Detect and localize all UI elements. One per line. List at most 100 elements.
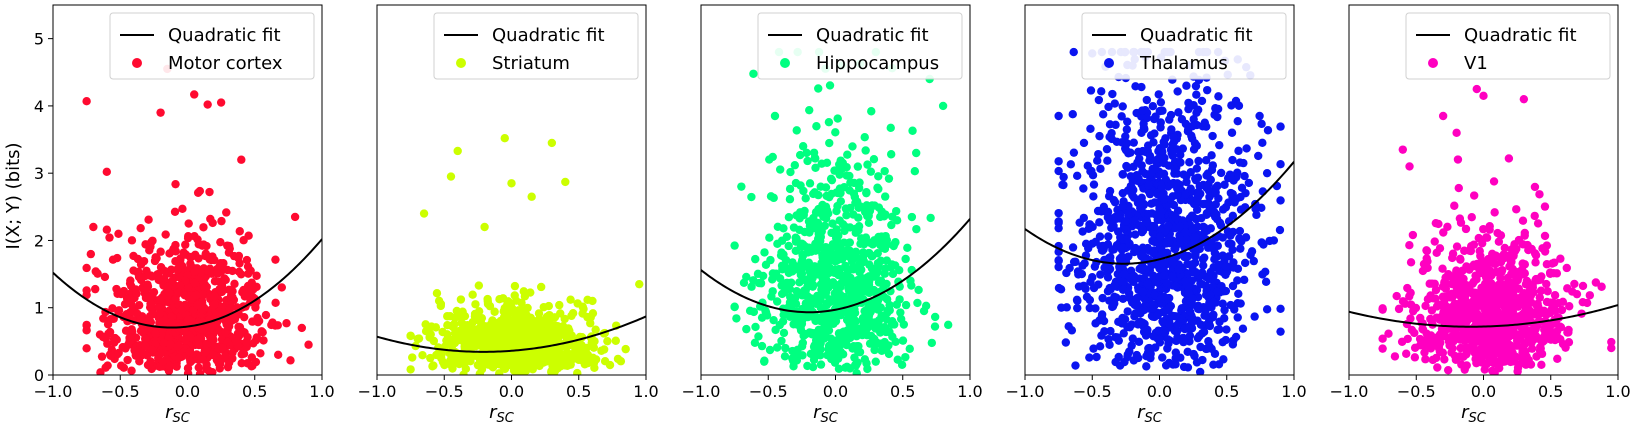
data-point [864,218,874,228]
data-point [1450,351,1460,361]
data-point [1144,209,1153,219]
data-point [1228,340,1238,349]
data-point [156,108,165,117]
data-point [1533,219,1543,228]
x-tick-label: −0.5 [749,382,788,401]
data-point [1194,156,1203,166]
data-point [1207,243,1216,253]
data-point [1226,231,1235,240]
data-point [938,101,948,111]
data-point [1163,182,1173,191]
data-point [1540,247,1550,256]
data-point [1397,337,1407,346]
data-point [1490,368,1499,375]
data-point [1502,343,1511,353]
data-point [903,243,912,252]
data-point [1156,123,1165,132]
data-point [821,183,831,192]
data-point [1491,335,1501,345]
data-point [100,272,110,282]
x-tick-label: −0.5 [101,382,140,401]
data-point [913,298,922,308]
data-point [822,244,831,254]
data-point [1159,158,1169,168]
data-point [1276,327,1285,336]
data-point [282,319,291,328]
data-point [141,293,151,303]
data-point [1093,156,1102,165]
data-point [235,259,244,268]
data-point [476,362,486,372]
data-point [1136,317,1145,326]
data-point [1069,47,1078,57]
data-point [1120,357,1129,367]
data-point [173,342,182,351]
data-point [1213,181,1222,191]
data-point [892,216,902,225]
data-point [177,305,186,315]
data-point [206,333,215,343]
data-point [851,317,860,326]
data-point [82,320,91,330]
data-point [1540,202,1550,211]
data-point [122,309,131,319]
legend-fit-label: Quadratic fit [1140,25,1253,46]
data-point [1234,289,1243,298]
data-point [106,314,115,324]
data-point [1421,301,1430,311]
data-point [1164,319,1174,329]
data-point [1228,245,1237,255]
data-point [1219,355,1228,364]
data-point [1208,131,1217,141]
data-point [886,123,895,133]
data-point [475,356,485,365]
data-point [827,189,836,199]
data-point [1126,172,1135,181]
data-point [1438,326,1447,335]
data-point [1097,87,1106,96]
data-point [1591,278,1601,287]
data-point [812,244,822,254]
data-point [1425,279,1434,288]
data-point [1530,182,1540,192]
data-point [769,315,778,325]
data-point [1276,122,1285,131]
data-point [880,166,889,176]
data-point [1452,242,1462,251]
data-point [1191,175,1201,185]
data-point [1158,353,1167,362]
data-point [102,167,112,177]
data-point [1160,140,1169,149]
data-point [1095,232,1105,241]
data-point [155,309,165,318]
data-point [1182,172,1191,181]
data-point [756,279,766,288]
data-point [852,369,861,375]
data-point [1140,294,1149,304]
data-point [470,339,479,349]
y-tick-label: 4 [34,97,44,116]
data-point [854,203,863,213]
data-point [510,281,520,291]
data-point [597,346,606,355]
data-point [898,336,908,345]
data-point [785,195,795,204]
data-point [1149,271,1158,280]
data-point [1089,283,1099,293]
data-point [1532,352,1541,361]
data-point [1252,210,1261,220]
data-point [1192,358,1202,367]
data-point [1236,244,1245,253]
data-point [247,278,256,287]
data-point [862,188,871,198]
data-point [1110,99,1120,108]
data-point [1148,300,1158,310]
data-point [1099,316,1109,326]
data-point [492,337,502,347]
x-axis-label: rSC [1461,402,1487,426]
data-point [131,351,141,360]
data-point [1100,263,1109,272]
data-point [1103,273,1113,282]
data-point [1163,335,1173,344]
data-point [1254,151,1263,161]
